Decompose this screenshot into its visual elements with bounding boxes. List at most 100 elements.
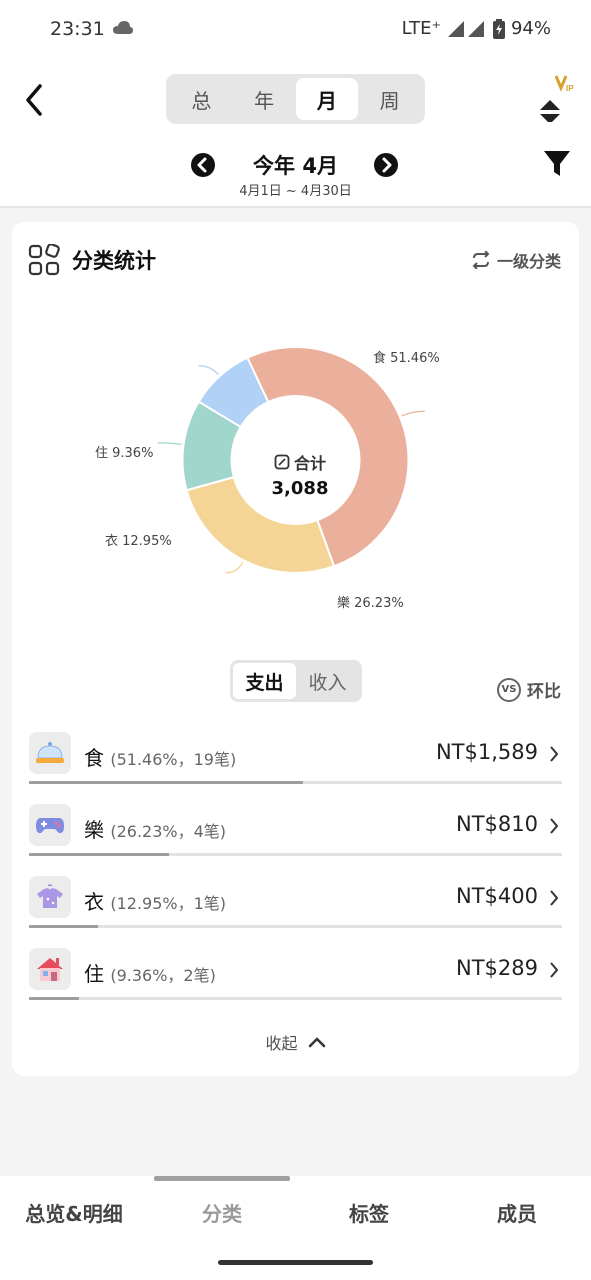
category-amount: NT$400 xyxy=(456,884,538,908)
share-bar-track xyxy=(29,997,562,1000)
collapse-button[interactable]: 收起 xyxy=(12,1030,579,1054)
leader-line-fun xyxy=(225,561,244,574)
chevron-right-icon xyxy=(550,962,559,978)
category-meta: (26.23%，4笔) xyxy=(110,822,227,841)
category-stats-card: 分类统计 一级分类 合计 3,088 食 51.46% 樂 26.23% 衣 1… xyxy=(12,222,579,1076)
shirt-icon xyxy=(29,876,71,918)
tab-year[interactable]: 年 xyxy=(254,88,275,113)
category-label: 衣 xyxy=(84,890,104,914)
compare-toggle[interactable]: VS 环比 xyxy=(497,677,561,702)
header: 总 年 月 周 IP 今年 4月 4月1日 ~ 4月30日 xyxy=(0,58,591,208)
total-label-row: 合计 xyxy=(250,450,350,474)
category-label: 食 xyxy=(84,746,104,770)
tab-expense[interactable]: 支出 xyxy=(233,663,296,699)
category-level-label: 一级分类 xyxy=(496,252,561,271)
leader-line-food xyxy=(401,410,425,417)
compare-label: 环比 xyxy=(527,682,561,702)
collapse-label: 收起 xyxy=(265,1034,298,1053)
category-name: 樂 (26.23%，4笔) xyxy=(84,814,226,843)
range-segmented-control: 总 年 月 周 xyxy=(166,74,425,124)
leader-line-housing xyxy=(198,365,219,376)
vs-icon: VS xyxy=(497,677,521,702)
category-row-fun[interactable]: 樂 (26.23%，4笔) NT$810 xyxy=(29,804,562,876)
category-meta: (12.95%，1笔) xyxy=(110,894,227,913)
nav-members[interactable]: 成员 xyxy=(497,1202,537,1226)
category-amount: NT$810 xyxy=(456,812,538,836)
nav-category[interactable]: 分类 xyxy=(202,1202,242,1226)
category-label: 住 xyxy=(84,962,104,986)
donut-center: 合计 3,088 xyxy=(250,450,350,499)
house-icon xyxy=(29,948,71,990)
next-period-icon[interactable] xyxy=(373,152,399,178)
prev-period-icon[interactable] xyxy=(190,152,216,178)
category-row-clothes[interactable]: 衣 (12.95%，1笔) NT$400 xyxy=(29,876,562,948)
slice-label-food: 食 51.46% xyxy=(373,351,440,366)
total-label: 合计 xyxy=(293,454,326,473)
tab-week[interactable]: 周 xyxy=(379,88,400,113)
category-label: 樂 xyxy=(84,818,104,842)
total-value: 3,088 xyxy=(271,478,329,499)
share-bar-fill xyxy=(29,925,99,928)
category-donut-chart xyxy=(157,346,425,574)
period-title[interactable]: 今年 4月 xyxy=(253,154,338,178)
slice-label-clothes: 衣 12.95% xyxy=(105,534,172,549)
tab-income[interactable]: 收入 xyxy=(308,671,347,694)
category-list: 食 (51.46%，19笔) NT$1,589 樂 (26.23%，4笔) NT… xyxy=(29,732,562,1020)
cloud-icon xyxy=(113,21,133,34)
category-meta: (51.46%，19笔) xyxy=(110,750,237,769)
period-selector: 今年 4月 4月1日 ~ 4月30日 xyxy=(0,148,591,208)
share-bar-fill xyxy=(29,997,79,1000)
category-level-toggle[interactable]: 一级分类 xyxy=(471,248,561,272)
status-right: LTE⁺ 94% xyxy=(402,18,551,39)
category-name: 住 (9.36%，2笔) xyxy=(84,958,216,987)
share-bar-track xyxy=(29,853,562,856)
nav-tags[interactable]: 标签 xyxy=(349,1202,389,1226)
card-title: 分类统计 xyxy=(72,249,156,273)
chevron-right-icon xyxy=(550,746,559,762)
category-meta: (9.36%，2笔) xyxy=(110,966,216,985)
gamepad-icon xyxy=(29,804,71,846)
donut-slice-fun[interactable] xyxy=(185,475,336,574)
category-name: 食 (51.46%，19笔) xyxy=(84,742,236,771)
svg-text:IP: IP xyxy=(566,84,574,93)
category-name: 衣 (12.95%，1笔) xyxy=(84,886,226,915)
leader-line-clothes xyxy=(157,442,182,446)
swap-icon xyxy=(472,251,490,269)
battery-icon xyxy=(492,18,505,39)
back-icon[interactable] xyxy=(18,80,50,120)
donut-slice-food[interactable] xyxy=(246,346,410,568)
nav-active-indicator xyxy=(154,1176,290,1181)
status-time: 23:31 xyxy=(50,18,105,40)
battery-level: 94% xyxy=(510,18,551,39)
share-bar-fill xyxy=(29,781,304,784)
chevron-right-icon xyxy=(550,818,559,834)
tab-total[interactable]: 总 xyxy=(191,88,212,113)
category-row-housing[interactable]: 住 (9.36%，2笔) NT$289 xyxy=(29,948,562,1020)
sort-vip-icon[interactable]: IP xyxy=(534,70,582,122)
signal-icon xyxy=(447,20,484,37)
period-range: 4月1日 ~ 4月30日 xyxy=(239,184,352,199)
expense-income-toggle: 支出 收入 xyxy=(230,660,362,702)
filter-icon[interactable] xyxy=(542,148,572,180)
category-row-food[interactable]: 食 (51.46%，19笔) NT$1,589 xyxy=(29,732,562,804)
slice-label-fun: 樂 26.23% xyxy=(337,596,404,611)
chevron-right-icon xyxy=(550,890,559,906)
category-grid-icon xyxy=(28,244,60,276)
share-bar-track xyxy=(29,781,562,784)
category-amount: NT$1,589 xyxy=(435,740,538,764)
donut-slice-housing[interactable] xyxy=(197,356,270,429)
category-amount: NT$289 xyxy=(456,956,538,980)
home-indicator xyxy=(218,1260,373,1265)
share-bar-fill xyxy=(29,853,169,856)
network-label: LTE⁺ xyxy=(401,18,441,39)
chevron-up-icon xyxy=(308,1037,325,1048)
total-icon xyxy=(274,454,290,470)
slice-label-housing: 住 9.36% xyxy=(95,446,154,461)
tab-month[interactable]: 月 xyxy=(295,78,359,120)
food-cover-icon xyxy=(29,732,71,774)
nav-overview[interactable]: 总览&明细 xyxy=(25,1202,123,1226)
bottom-nav: 总览&明细 分类 标签 成员 xyxy=(0,1176,591,1280)
share-bar-track xyxy=(29,925,562,928)
status-bar: 23:31 LTE⁺ 94% xyxy=(0,0,591,58)
card-header: 分类统计 xyxy=(28,244,156,276)
